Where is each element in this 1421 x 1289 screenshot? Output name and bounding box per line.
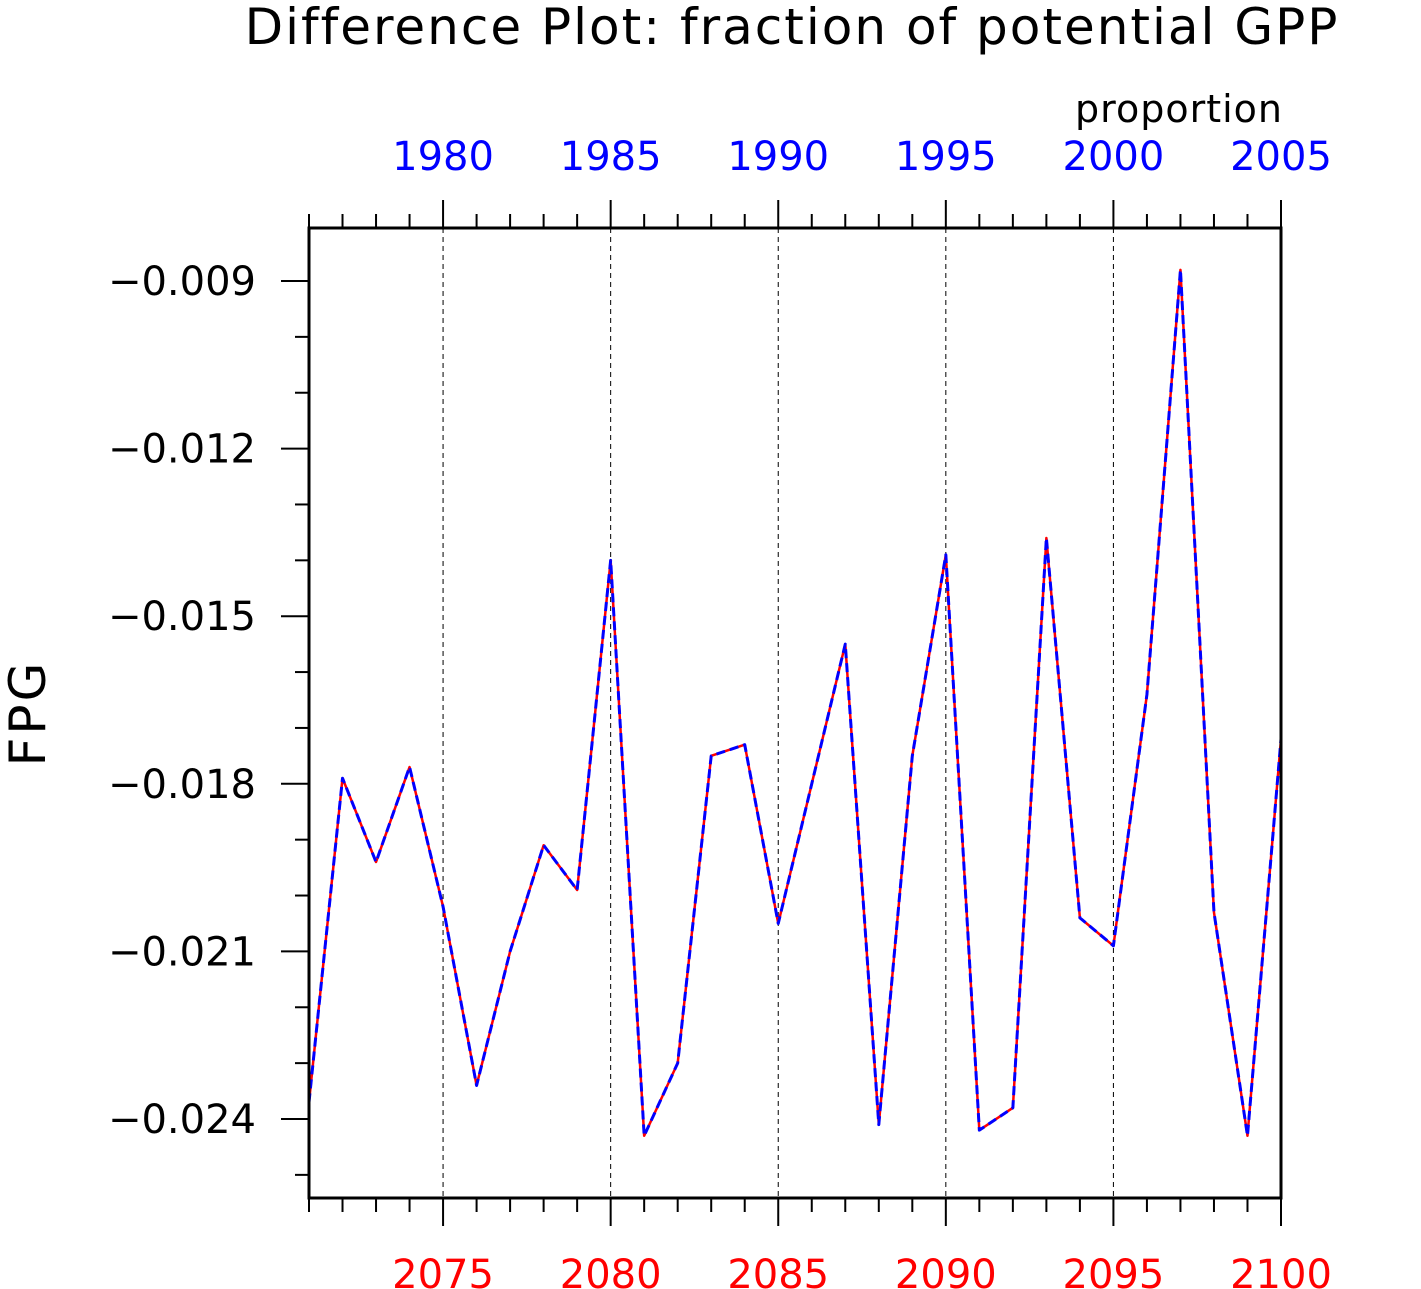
y-tick-label: −0.012 <box>108 427 256 473</box>
units-label: proportion <box>1075 87 1283 131</box>
x-bottom-tick-label: 2100 <box>1230 1252 1332 1289</box>
x-top-tick-label: 1990 <box>727 134 829 180</box>
x-top-tick-label: 1985 <box>560 134 662 180</box>
y-tick-label: −0.024 <box>108 1097 256 1143</box>
y-tick-label: −0.021 <box>108 929 256 975</box>
series-line <box>307 268 1283 1138</box>
y-tick-label: −0.018 <box>108 762 256 808</box>
x-bottom-tick-label: 2090 <box>895 1252 997 1289</box>
x-bottom-tick-label: 2085 <box>727 1252 829 1289</box>
plot-frame <box>307 226 1283 1200</box>
x-top-tick-label: 1995 <box>895 134 997 180</box>
series-line <box>307 268 1283 1138</box>
y-tick-label: −0.009 <box>108 259 256 305</box>
y-axis-title: FPG <box>0 660 57 767</box>
plot-area: −0.009 −0.012 −0.015 −0.018 −0.021 −0.024 2075… <box>108 134 1332 1289</box>
chart-title: Difference Plot: fraction of potential G… <box>245 0 1340 56</box>
x-top-tick-label: 1980 <box>392 134 494 180</box>
y-tick-label: −0.015 <box>108 594 256 640</box>
x-top-tick-label: 2000 <box>1063 134 1165 180</box>
x-top-tick-label: 2005 <box>1230 134 1332 180</box>
x-bottom-tick-label: 2095 <box>1063 1252 1165 1289</box>
x-bottom-tick-label: 2075 <box>392 1252 494 1289</box>
x-bottom-tick-label: 2080 <box>560 1252 662 1289</box>
